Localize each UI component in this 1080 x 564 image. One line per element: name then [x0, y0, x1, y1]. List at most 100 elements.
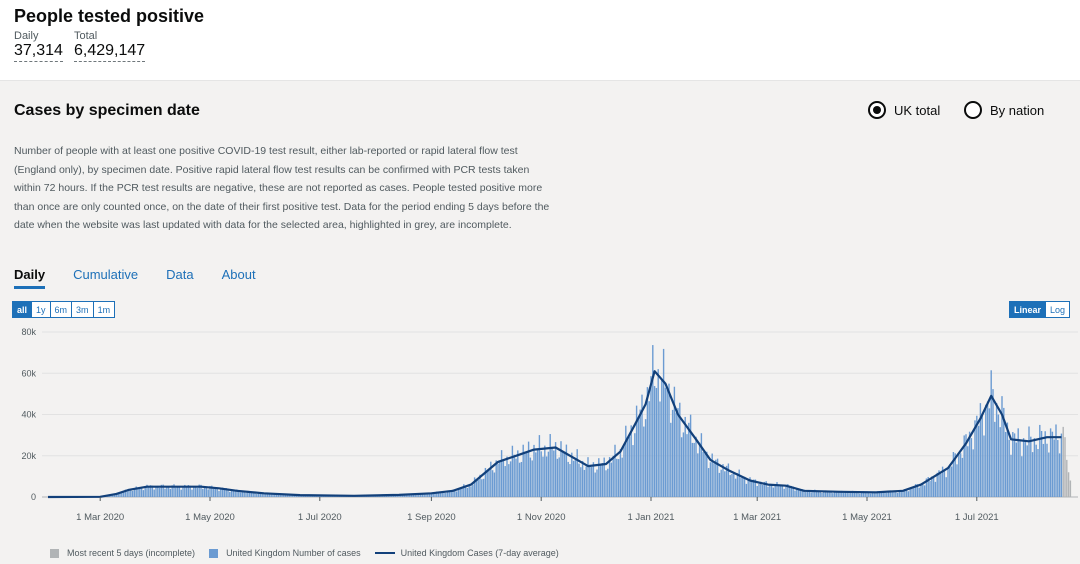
cases-bar [589, 465, 591, 497]
range-1m-button[interactable]: 1m [93, 301, 116, 318]
cases-bar [1048, 452, 1050, 497]
cases-bar [1060, 433, 1063, 497]
cases-bar [211, 485, 213, 497]
cases-bar [877, 491, 879, 497]
cases-bar [191, 489, 193, 497]
cases-bar [612, 455, 614, 497]
cases-bar [931, 476, 933, 497]
radio-by-nation[interactable]: By nation [964, 101, 1044, 119]
cases-bar [769, 485, 771, 497]
scale-linear-button[interactable]: Linear [1009, 301, 1047, 318]
tab-cumulative[interactable]: Cumulative [73, 267, 139, 282]
cases-bar [709, 462, 712, 497]
cases-bar [718, 472, 721, 497]
cases-bar [1049, 428, 1052, 497]
cases-bar [394, 495, 397, 497]
cases-bar [425, 492, 427, 497]
cases-bar [913, 488, 915, 497]
tab-data[interactable]: Data [166, 267, 194, 282]
daily-value[interactable]: 37,314 [14, 42, 63, 62]
cases-bar [639, 409, 641, 497]
cases-bar [549, 434, 551, 497]
total-value[interactable]: 6,429,147 [74, 42, 146, 62]
range-6m-button[interactable]: 6m [50, 301, 73, 318]
cases-bar [254, 492, 256, 497]
cases-bar [542, 456, 544, 497]
range-3m-button[interactable]: 3m [72, 301, 94, 318]
cases-bar [934, 481, 937, 497]
cases-bar [189, 485, 191, 497]
scale-selector: Linear Log [1009, 301, 1071, 318]
cases-bar [729, 475, 731, 497]
cases-bar [281, 494, 283, 497]
cases-bar [196, 487, 199, 497]
cases-bar [268, 493, 271, 497]
cases-bar [121, 492, 123, 497]
cases-bar [835, 491, 838, 497]
cases-bar [405, 494, 407, 497]
cases-bar [241, 491, 244, 497]
cases-bar [455, 491, 458, 497]
total-metric: Total 6,429,147 [74, 30, 146, 62]
cases-bar [878, 491, 881, 497]
cases-bar [1055, 424, 1057, 497]
cases-bar [263, 492, 265, 497]
radio-uk-total[interactable]: UK total [868, 101, 940, 119]
cases-bar [652, 345, 654, 497]
cases-bar [625, 425, 627, 497]
cases-bar [844, 492, 847, 497]
radio-uk-label: UK total [894, 102, 941, 118]
scale-log-button[interactable]: Log [1046, 301, 1071, 318]
cases-bar [292, 494, 294, 497]
cases-bar [113, 493, 116, 497]
cases-bar [666, 389, 668, 497]
cases-bar [846, 491, 848, 497]
y-tick-label: 20k [21, 451, 36, 461]
cases-bar [1035, 444, 1037, 497]
cases-bar [562, 451, 564, 497]
cases-bar [949, 464, 951, 497]
cases-bar [531, 460, 533, 497]
cases-bar [212, 488, 215, 497]
cases-bar [623, 446, 625, 497]
cases-bar [976, 415, 978, 497]
cases-bar [194, 486, 197, 497]
cases-bar [873, 491, 875, 497]
chart-bars [49, 345, 1063, 497]
cases-bar [799, 490, 802, 497]
cases-bar [1053, 439, 1055, 497]
cases-bar [544, 445, 546, 497]
range-1y-button[interactable]: 1y [32, 301, 51, 318]
cases-bar [965, 434, 967, 497]
cases-bar [841, 490, 843, 497]
radio-unselected-icon[interactable] [964, 101, 982, 119]
cases-bar [182, 486, 184, 497]
cases-bar [871, 492, 874, 497]
cases-bar [895, 491, 897, 497]
cases-bar [153, 489, 155, 497]
tab-about[interactable]: About [221, 267, 256, 282]
cases-bar [697, 453, 699, 497]
cases-bar [475, 479, 478, 497]
cases-bar [923, 485, 926, 497]
radio-selected-icon[interactable] [868, 101, 886, 119]
cases-bar [785, 485, 787, 497]
cases-bar [137, 488, 139, 497]
tab-daily[interactable]: Daily [14, 267, 46, 289]
cases-bar [817, 490, 820, 497]
cases-bar [765, 481, 767, 497]
cases-bar [594, 472, 596, 497]
cases-bar [855, 491, 857, 497]
cases-bar [686, 434, 688, 497]
cases-bar [968, 431, 971, 497]
cases-bar [526, 451, 528, 497]
cases-bar [643, 426, 645, 497]
cases-bar [148, 487, 150, 497]
cases-bar [725, 465, 728, 497]
cases-bar [702, 452, 704, 497]
incomplete-bar [1069, 480, 1072, 497]
cases-bar [720, 469, 722, 497]
cases-bar [1008, 439, 1010, 497]
range-all-button[interactable]: all [12, 301, 33, 318]
cases-bar [122, 490, 125, 497]
